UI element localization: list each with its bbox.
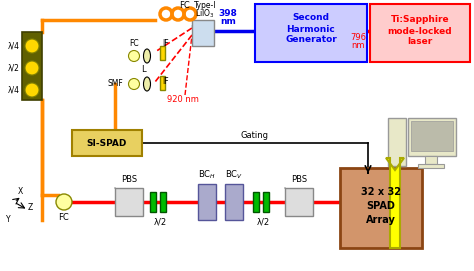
Text: FC: FC — [180, 1, 191, 9]
Text: SI-SPAD: SI-SPAD — [87, 138, 127, 147]
Circle shape — [56, 194, 72, 210]
Text: nm: nm — [351, 41, 365, 50]
Text: Gating: Gating — [241, 131, 269, 140]
Text: PBS: PBS — [121, 176, 137, 185]
Ellipse shape — [144, 49, 151, 63]
Text: Z: Z — [27, 204, 33, 212]
Bar — [418, 164, 444, 168]
Text: Y: Y — [6, 215, 10, 224]
Text: 32 x 32: 32 x 32 — [361, 187, 401, 197]
Bar — [340, 168, 422, 248]
Circle shape — [25, 61, 39, 75]
Bar — [160, 192, 166, 212]
Text: IF: IF — [163, 78, 169, 86]
Circle shape — [128, 50, 139, 62]
Bar — [115, 188, 143, 216]
Text: nm: nm — [220, 18, 236, 27]
Text: laser: laser — [407, 37, 433, 47]
Circle shape — [25, 39, 39, 53]
Text: λ/2: λ/2 — [154, 218, 166, 227]
Text: LiIO$_3$: LiIO$_3$ — [195, 8, 215, 20]
Bar — [255, 4, 367, 62]
Polygon shape — [386, 158, 404, 248]
Text: 796: 796 — [350, 33, 366, 41]
Bar — [285, 188, 313, 216]
Bar — [150, 192, 156, 212]
Text: λ/2: λ/2 — [256, 218, 270, 227]
Text: BC$_V$: BC$_V$ — [225, 169, 243, 181]
Text: Type-I: Type-I — [194, 2, 216, 11]
Text: BC$_H$: BC$_H$ — [198, 169, 216, 181]
Circle shape — [128, 79, 139, 89]
Text: IF: IF — [163, 40, 169, 49]
Bar — [263, 192, 269, 212]
Text: mode-locked: mode-locked — [388, 27, 452, 36]
Bar — [160, 46, 165, 60]
Bar — [253, 192, 259, 212]
Bar — [388, 118, 406, 166]
Text: λ/4: λ/4 — [8, 41, 20, 50]
Bar — [22, 32, 42, 100]
Text: Array: Array — [366, 215, 396, 225]
Text: 920 nm: 920 nm — [167, 95, 199, 105]
Text: PBS: PBS — [291, 176, 307, 185]
Text: SMF: SMF — [107, 79, 123, 89]
Text: λ/4: λ/4 — [8, 85, 20, 95]
Bar — [225, 184, 243, 220]
Text: Generator: Generator — [285, 36, 337, 44]
Text: L: L — [141, 66, 146, 75]
Ellipse shape — [144, 77, 151, 91]
Bar — [411, 121, 453, 151]
Bar — [192, 20, 214, 46]
Bar — [408, 118, 456, 156]
Bar — [198, 184, 216, 220]
Text: λ/2: λ/2 — [8, 63, 20, 73]
Bar — [370, 4, 470, 62]
Text: 398: 398 — [219, 8, 237, 18]
Text: SPAD: SPAD — [366, 201, 395, 211]
Text: X: X — [18, 188, 23, 196]
Circle shape — [25, 83, 39, 97]
Bar — [160, 76, 165, 90]
Text: FC: FC — [129, 40, 139, 49]
Bar — [425, 156, 437, 164]
Text: Ti:Sapphire: Ti:Sapphire — [391, 15, 449, 24]
Bar — [72, 130, 142, 156]
Text: Second: Second — [292, 14, 329, 22]
Text: FC: FC — [59, 214, 69, 222]
Text: Harmonic: Harmonic — [287, 24, 336, 34]
